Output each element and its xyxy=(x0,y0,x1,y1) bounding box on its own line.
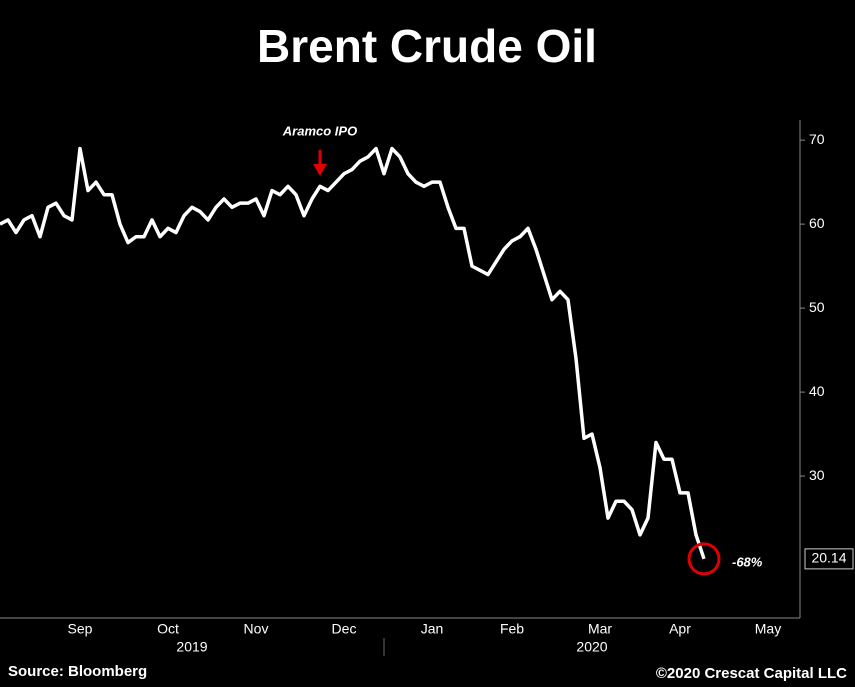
credit: ©2020 Crescat Capital LLC xyxy=(656,665,847,682)
x-tick-label: Nov xyxy=(244,621,269,637)
y-tick-label: 40 xyxy=(809,383,825,399)
x-tick-label: Feb xyxy=(500,621,524,637)
x-tick-label: Oct xyxy=(157,621,179,637)
year-label: 2020 xyxy=(576,639,607,655)
y-tick-label: 50 xyxy=(809,299,825,315)
highlight-circle xyxy=(687,542,721,576)
price-line xyxy=(0,146,706,560)
chart-title: Brent Crude Oil xyxy=(257,20,597,72)
y-tick-label: 70 xyxy=(809,131,825,147)
last-value-box xyxy=(804,548,854,570)
x-tick-label: Jan xyxy=(421,621,444,637)
source: Source: Bloomberg xyxy=(8,663,147,680)
y-tick-label: 30 xyxy=(809,467,825,483)
year-label: 2019 xyxy=(176,639,207,655)
event-annotation: Aramco IPO xyxy=(282,123,357,138)
change-annotation: -68% xyxy=(732,554,763,569)
x-tick-label: Dec xyxy=(332,621,357,637)
x-tick-label: May xyxy=(755,621,781,637)
y-tick-label: 60 xyxy=(809,215,825,231)
x-tick-label: Apr xyxy=(669,621,691,637)
event-arrow-head xyxy=(313,164,327,176)
x-tick-label: Sep xyxy=(68,621,93,637)
x-tick-label: Mar xyxy=(588,621,612,637)
last-value-label: 20.14 xyxy=(811,550,846,566)
